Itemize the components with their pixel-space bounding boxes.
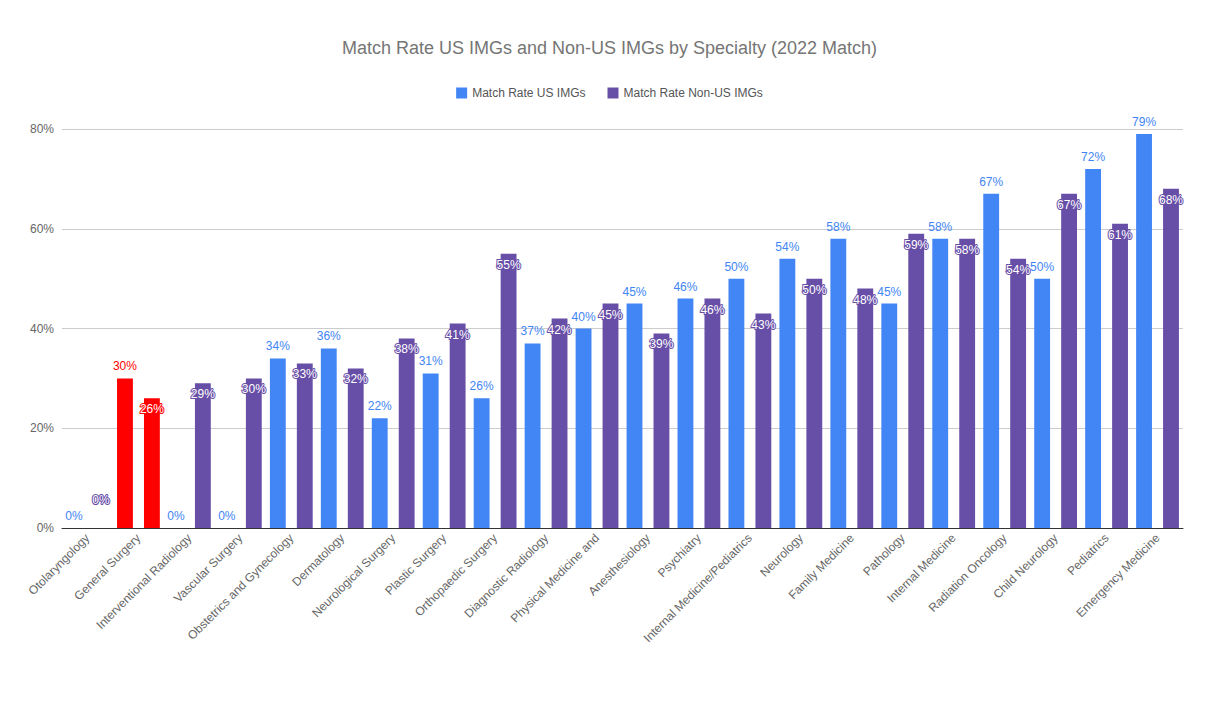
- svg-text:54%: 54%: [1006, 263, 1030, 277]
- svg-text:45%: 45%: [622, 285, 646, 299]
- svg-text:Radiation Oncology: Radiation Oncology: [926, 531, 1010, 615]
- svg-text:50%: 50%: [1030, 260, 1054, 274]
- svg-text:58%: 58%: [928, 220, 952, 234]
- svg-text:Neurological Surgery: Neurological Surgery: [309, 531, 398, 620]
- svg-text:Orthopaedic Surgery: Orthopaedic Surgery: [412, 531, 500, 619]
- svg-text:0%: 0%: [37, 521, 55, 535]
- svg-text:80%: 80%: [30, 122, 54, 136]
- svg-text:Plastic Surgery: Plastic Surgery: [382, 531, 450, 598]
- svg-text:Anesthesiology: Anesthesiology: [586, 531, 653, 598]
- svg-text:32%: 32%: [344, 372, 368, 386]
- svg-text:Match Rate Non-US IMGs: Match Rate Non-US IMGs: [623, 86, 762, 100]
- svg-text:55%: 55%: [497, 258, 521, 272]
- svg-text:50%: 50%: [802, 283, 826, 297]
- svg-text:41%: 41%: [446, 328, 470, 342]
- svg-text:67%: 67%: [979, 175, 1003, 189]
- svg-text:54%: 54%: [775, 240, 799, 254]
- svg-text:30%: 30%: [242, 382, 266, 396]
- svg-text:Pediatrics: Pediatrics: [1064, 531, 1111, 578]
- svg-text:58%: 58%: [826, 220, 850, 234]
- svg-text:68%: 68%: [1159, 193, 1183, 207]
- svg-text:33%: 33%: [293, 367, 317, 381]
- svg-text:60%: 60%: [30, 222, 54, 236]
- svg-text:Pathology: Pathology: [860, 531, 908, 579]
- svg-text:72%: 72%: [1081, 150, 1105, 164]
- svg-text:37%: 37%: [521, 324, 545, 338]
- svg-text:29%: 29%: [191, 387, 215, 401]
- svg-text:40%: 40%: [30, 322, 54, 336]
- svg-text:43%: 43%: [751, 318, 775, 332]
- svg-text:67%: 67%: [1057, 198, 1081, 212]
- svg-text:Child Neurology: Child Neurology: [990, 531, 1060, 601]
- svg-text:Neurology: Neurology: [757, 531, 806, 580]
- svg-text:Dermatology: Dermatology: [289, 531, 348, 589]
- svg-text:20%: 20%: [30, 421, 54, 435]
- svg-text:45%: 45%: [877, 285, 901, 299]
- svg-text:38%: 38%: [395, 342, 419, 356]
- svg-text:Match Rate US IMGs: Match Rate US IMGs: [472, 86, 585, 100]
- svg-text:0%: 0%: [167, 509, 185, 523]
- svg-text:0%: 0%: [92, 493, 110, 507]
- svg-text:Vascular Surgery: Vascular Surgery: [171, 531, 246, 606]
- svg-text:48%: 48%: [853, 293, 877, 307]
- svg-text:31%: 31%: [419, 354, 443, 368]
- svg-text:79%: 79%: [1132, 115, 1156, 129]
- svg-text:50%: 50%: [724, 260, 748, 274]
- svg-text:Match Rate US IMGs and Non-US: Match Rate US IMGs and Non-US IMGs by Sp…: [342, 38, 877, 58]
- svg-text:58%: 58%: [955, 243, 979, 257]
- svg-text:Emergency Medicine: Emergency Medicine: [1073, 531, 1162, 620]
- svg-text:Internal Medicine: Internal Medicine: [884, 531, 959, 606]
- svg-text:26%: 26%: [140, 402, 164, 416]
- svg-text:42%: 42%: [548, 323, 572, 337]
- svg-text:Physical Medicine and: Physical Medicine and: [508, 531, 602, 625]
- svg-text:0%: 0%: [218, 509, 236, 523]
- svg-text:40%: 40%: [572, 310, 596, 324]
- svg-text:26%: 26%: [470, 379, 494, 393]
- svg-text:59%: 59%: [904, 238, 928, 252]
- svg-text:45%: 45%: [598, 308, 622, 322]
- svg-text:0%: 0%: [65, 509, 83, 523]
- svg-text:46%: 46%: [700, 303, 724, 317]
- svg-text:Family Medicine: Family Medicine: [786, 531, 857, 602]
- svg-text:22%: 22%: [368, 399, 392, 413]
- svg-text:61%: 61%: [1108, 228, 1132, 242]
- svg-text:30%: 30%: [113, 359, 137, 373]
- svg-text:Psychiatry: Psychiatry: [655, 531, 704, 580]
- svg-text:Obstetrics and Gynecology: Obstetrics and Gynecology: [185, 531, 297, 643]
- svg-text:39%: 39%: [649, 337, 673, 351]
- svg-text:Diagnostic Radiology: Diagnostic Radiology: [462, 531, 552, 621]
- svg-text:46%: 46%: [673, 280, 697, 294]
- svg-text:Interventional Radiology: Interventional Radiology: [94, 531, 195, 632]
- svg-text:Otolaryngology: Otolaryngology: [25, 531, 93, 598]
- svg-text:General Surgery: General Surgery: [71, 531, 144, 604]
- svg-text:Internal Medicine/Pediatrics: Internal Medicine/Pediatrics: [641, 531, 755, 645]
- svg-text:34%: 34%: [266, 339, 290, 353]
- svg-text:36%: 36%: [317, 329, 341, 343]
